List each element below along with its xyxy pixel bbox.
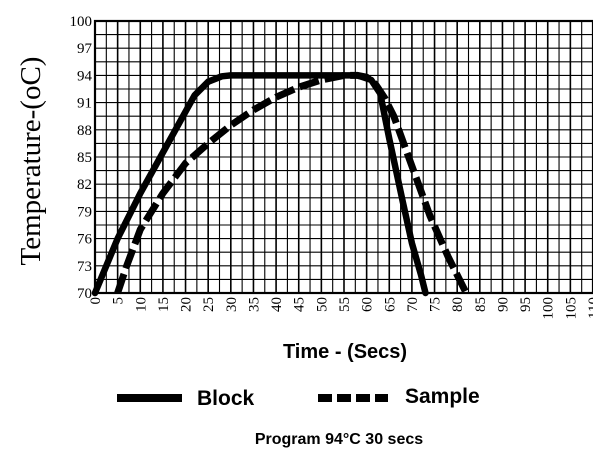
x-tick-label: 0 <box>88 297 104 305</box>
x-tick-label: 60 <box>360 297 376 312</box>
y-tick-label: 85 <box>77 150 92 166</box>
legend-label-sample: Sample <box>405 385 480 408</box>
y-tick-label: 91 <box>77 96 92 112</box>
y-tick-label: 100 <box>70 14 93 30</box>
y-tick-label: 70 <box>77 286 92 302</box>
x-tick-label: 25 <box>201 297 217 312</box>
y-tick-label: 76 <box>77 232 93 248</box>
x-tick-labels: 0 5 10 15 20 25 30 35 40 45 50 55 60 65 70 75 80 85 90 95 10… <box>88 297 593 320</box>
x-tick-label: 50 <box>314 297 330 312</box>
legend: Block Sample <box>117 385 480 410</box>
x-tick-label: 10 <box>133 297 149 312</box>
y-tick-label: 73 <box>77 259 92 275</box>
x-tick-label: 30 <box>224 297 240 312</box>
y-tick-label: 79 <box>77 204 92 220</box>
plot-frame <box>93 19 593 295</box>
series-line-block <box>91 72 429 297</box>
x-tick-label: 100 <box>541 297 557 320</box>
y-tick-label: 94 <box>77 68 93 84</box>
x-tick-label: 110 <box>586 297 593 319</box>
y-tick-label: 82 <box>77 177 92 193</box>
chart-caption: Program 94°C 30 secs <box>255 431 423 448</box>
x-tick-label: 70 <box>405 297 421 312</box>
x-tick-label: 5 <box>111 297 127 305</box>
x-tick-label: 45 <box>292 297 308 312</box>
x-tick-label: 90 <box>495 297 511 312</box>
y-tick-label: 97 <box>77 41 93 57</box>
y-tick-labels: 70 73 76 79 82 85 88 91 94 97 100 <box>70 14 93 302</box>
series-line-sample <box>114 71 470 295</box>
x-tick-label: 85 <box>473 297 489 312</box>
x-tick-label: 40 <box>269 297 285 312</box>
plot-series <box>91 71 470 297</box>
x-tick-label: 35 <box>246 297 262 312</box>
y-tick-label: 88 <box>77 123 92 139</box>
x-tick-label: 95 <box>518 297 534 312</box>
plot-grid <box>93 19 593 295</box>
x-axis-label: Time - (Secs) <box>283 341 407 363</box>
y-axis-label: Temperature-(oC) <box>15 57 47 266</box>
x-tick-label: 55 <box>337 297 353 312</box>
legend-label-block: Block <box>197 387 255 410</box>
x-tick-label: 80 <box>450 297 466 312</box>
x-tick-label: 65 <box>382 297 398 312</box>
x-tick-label: 20 <box>179 297 195 312</box>
x-tick-label: 15 <box>156 297 172 312</box>
x-tick-label: 75 <box>428 297 444 312</box>
x-tick-label: 105 <box>563 297 579 320</box>
